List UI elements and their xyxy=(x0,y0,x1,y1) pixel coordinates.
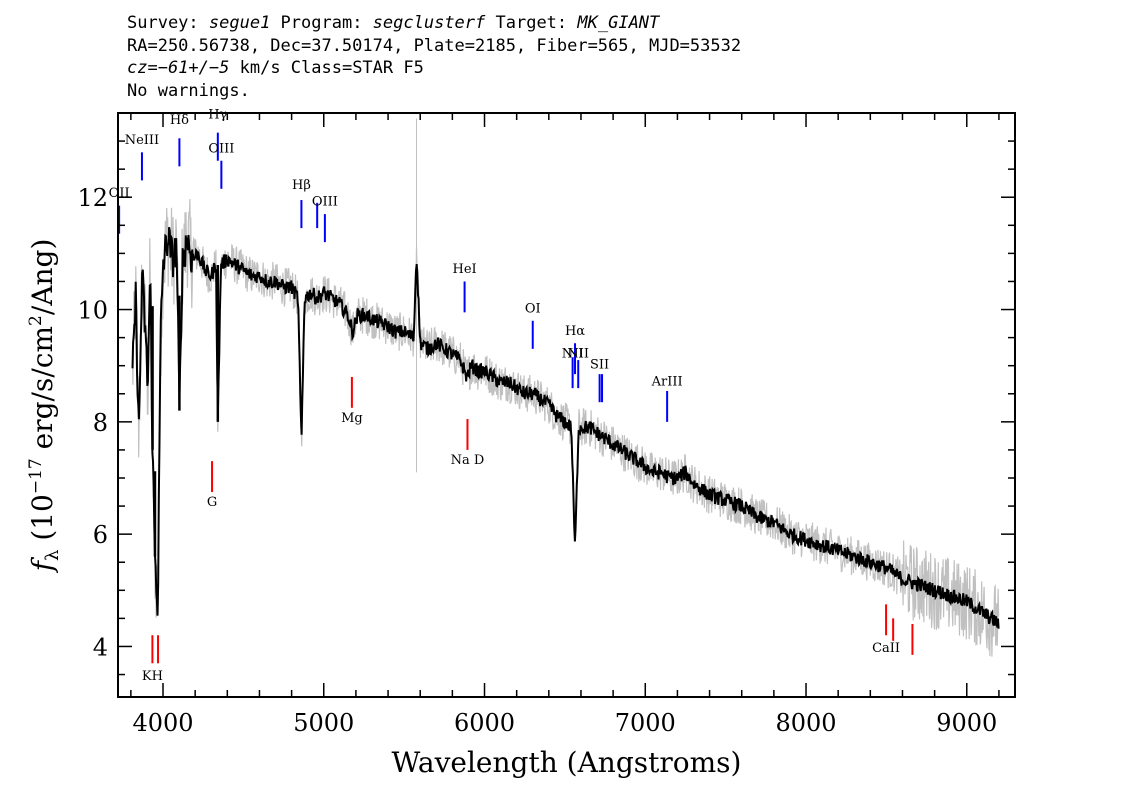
header-line-redshift: cz=−61+/−5 km/s Class=STAR F5 xyxy=(127,57,741,80)
error-band-layer xyxy=(131,118,1000,657)
emission-line-label: OIII xyxy=(208,141,234,156)
emission-line-label: OIII xyxy=(312,195,338,210)
absorption-line-label: KH xyxy=(142,669,163,684)
y-tick-label: 6 xyxy=(93,521,108,549)
y-title-lambda: λ xyxy=(42,550,63,561)
spectrum-header: Survey: segue1 Program: segclusterf Targ… xyxy=(127,12,741,102)
header-line-survey: Survey: segue1 Program: segclusterf Targ… xyxy=(127,12,741,35)
emission-line-label: NeIII xyxy=(125,133,159,148)
plot-frame xyxy=(117,112,1016,698)
emission-line-label: OI xyxy=(525,301,541,316)
y-tick-label: 12 xyxy=(77,184,108,212)
axis-ticks-layer: 4000 5000 6000 7000 8000 9000 4 6 8 10 12 xyxy=(77,112,1015,737)
emission-line-label: NII xyxy=(567,346,589,361)
y-title-pre: (10 xyxy=(26,494,59,549)
emission-line-label: HeI xyxy=(452,262,476,277)
absorption-line-label: Na D xyxy=(451,453,485,468)
x-tick-label: 5000 xyxy=(293,709,354,737)
emission-line-label: Hγ xyxy=(208,108,227,123)
x-tick-label: 4000 xyxy=(132,709,193,737)
x-tick-label: 7000 xyxy=(615,709,676,737)
emission-line-label: Hα xyxy=(565,324,585,339)
emission-line-label: OII xyxy=(109,186,130,201)
target-name: MK_GIANT xyxy=(577,13,660,33)
absorption-line-label: G xyxy=(207,495,217,510)
header-line-warnings: No warnings. xyxy=(127,80,250,101)
target-prefix: Target: xyxy=(485,13,578,33)
flux-layer xyxy=(131,227,1000,629)
y-tick-label: 10 xyxy=(77,297,108,325)
program-name: segclusterf xyxy=(372,13,486,33)
error-band xyxy=(131,198,1000,657)
absorption-line-label: Mg xyxy=(341,411,363,426)
header-line-coordinates: RA=250.56738, Dec=37.50174, Plate=2185, … xyxy=(127,35,742,56)
y-tick-label: 8 xyxy=(93,409,108,437)
x-tick-label: 6000 xyxy=(454,709,515,737)
absorption-line-label: CaII xyxy=(872,641,900,656)
emission-line-label: NII xyxy=(562,346,584,361)
cz-label: cz xyxy=(127,58,148,78)
emission-line-label: SII xyxy=(590,358,609,373)
survey-name: segue1 xyxy=(208,13,271,33)
program-prefix: Program: xyxy=(270,13,373,33)
class-text: km/s Class=STAR F5 xyxy=(229,58,424,78)
y-tick-label: 4 xyxy=(93,633,108,661)
y-axis-title: fλ (10−17 erg/s/cm2/Ang) xyxy=(26,239,63,574)
flux-series-line xyxy=(131,227,1000,629)
x-tick-label: 8000 xyxy=(775,709,836,737)
x-axis-title: Wavelength (Angstroms) xyxy=(392,746,742,779)
y-title-post: /Ang) xyxy=(26,239,59,316)
emission-line-label: ArIII xyxy=(651,374,683,389)
survey-prefix: Survey: xyxy=(127,13,209,33)
emission-line-label: Hβ xyxy=(292,178,311,193)
y-title-exp2: 2 xyxy=(26,315,46,326)
y-title-exp: −17 xyxy=(26,458,46,494)
x-tick-label: 9000 xyxy=(936,709,997,737)
y-title-mid: erg/s/cm xyxy=(26,326,59,458)
emission-line-label: Hδ xyxy=(170,113,189,128)
cz-value: =−61+/−5 xyxy=(147,58,230,78)
